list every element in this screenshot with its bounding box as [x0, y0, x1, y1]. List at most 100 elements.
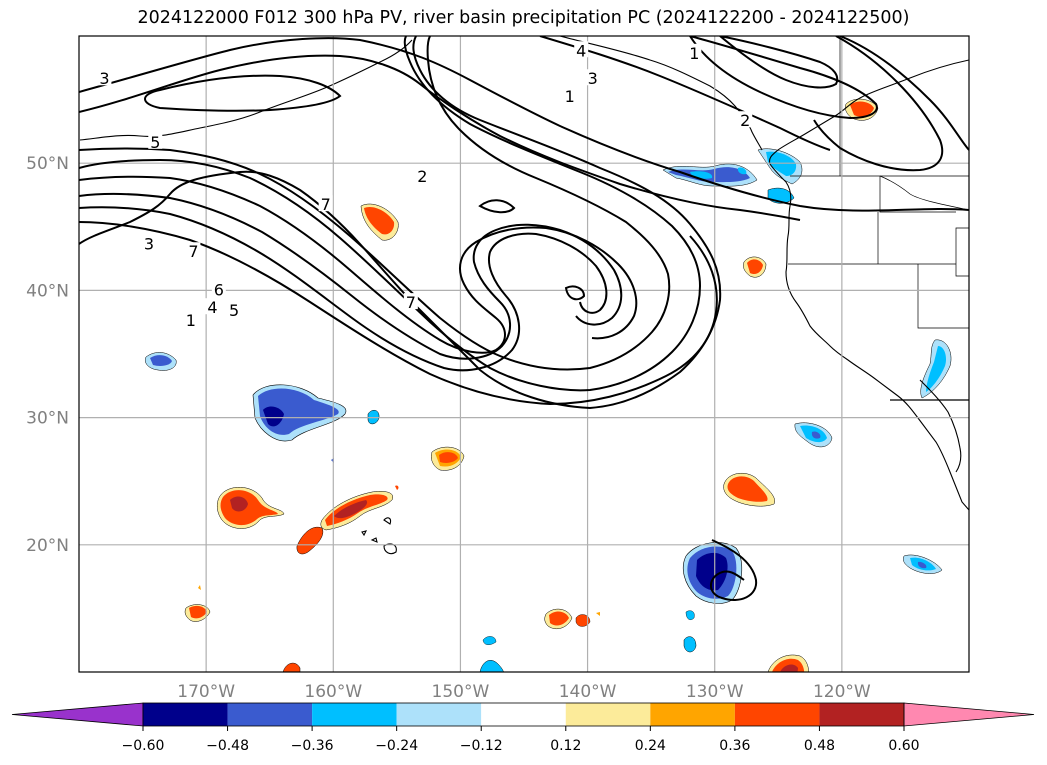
negative-anomaly-region: [662, 163, 758, 187]
contour-label-background: [562, 87, 577, 104]
pv-contour-layer: [79, 36, 969, 601]
colorbar-segment: [565, 703, 651, 726]
positive-anomaly-region: [767, 654, 809, 672]
contour-label-background: [585, 69, 600, 86]
contour-label-background: [0, 92, 10, 108]
colorbar-segment: [143, 703, 228, 726]
latitude-label: 50°N: [26, 154, 69, 174]
contour-label-background: [318, 195, 333, 212]
pv-contour: [539, 36, 831, 151]
coastline-west-coast: [768, 59, 969, 511]
pv-contour: [839, 36, 969, 151]
border-state: [917, 264, 969, 329]
contour-label-background: [687, 43, 702, 60]
pv-contour-label: 3: [99, 69, 109, 88]
longitude-label: 140°W: [559, 682, 617, 702]
negative-anomaly-region: [685, 610, 695, 620]
negative-anomaly-region: [145, 352, 177, 371]
contour-label-background: [186, 242, 201, 259]
positive-anomaly-region: [296, 485, 399, 555]
negative-anomaly-region: [794, 422, 833, 448]
positive-anomaly-region: [723, 472, 775, 507]
colorbar-tick-label: −0.48: [206, 738, 249, 754]
contour-label-background: [738, 111, 753, 128]
pv-contour-label: 4: [207, 298, 217, 317]
pv-contour-label: 4: [576, 41, 586, 60]
negative-anomaly-region: [482, 636, 497, 645]
colorbar-segment: [312, 703, 397, 726]
colorbar-segment: [819, 703, 904, 726]
positive-anomaly-region: [282, 662, 301, 672]
pv-contour-label: 7: [188, 242, 198, 261]
colorbar-frame: [142, 702, 905, 727]
border-state: [955, 227, 969, 277]
negative-anomaly-region: [903, 554, 943, 574]
pv-contour-label: 3: [588, 69, 598, 88]
colorbar-segment: [650, 703, 735, 726]
colorbar-tick-label: −0.36: [291, 738, 334, 754]
map-title: 2024122000 F012 300 hPa PV, river basin …: [137, 8, 910, 28]
latitude-label: 40°N: [26, 281, 69, 301]
contour-label-background: [415, 167, 430, 184]
border-state: [879, 175, 969, 211]
contour-label-background: [403, 293, 418, 310]
pv-contour: [813, 36, 944, 172]
contour-label-background: [141, 234, 156, 251]
negative-anomaly-region: [683, 636, 697, 653]
pv-contour: [710, 539, 758, 601]
longitude-labels: 170°W 160°W 150°W 140°W 130°W 120°W: [177, 682, 871, 702]
pv-contour: [719, 36, 839, 89]
positive-anomaly-region: [217, 487, 285, 529]
coastline-aleutians: [79, 39, 413, 141]
colorbar-tick-label: 0.48: [804, 738, 835, 754]
colorbar-segment: [227, 703, 313, 726]
pv-contour-label: 1: [689, 44, 699, 63]
pv-contour-label: 2: [740, 111, 750, 130]
latitude-label: 20°N: [26, 536, 69, 556]
negative-anomaly-region: [683, 542, 743, 604]
coastline-hawaii: [361, 517, 397, 555]
pv-contour-label: 3: [144, 235, 154, 254]
contour-label-background: [211, 280, 226, 297]
colorbar-segment: [396, 703, 482, 726]
positive-anomaly-region: [360, 203, 399, 241]
pv-contour-label: 2: [417, 167, 427, 186]
border-state: [879, 176, 956, 213]
pv-contour-label: 1: [565, 87, 575, 106]
pv-contour: [79, 206, 608, 372]
coastline-baja: [919, 379, 962, 473]
latitude-labels: 50°N 40°N 30°N 20°N: [26, 154, 69, 556]
colorbar-tick-label: 0.24: [635, 738, 666, 754]
contour-label-background: [97, 69, 112, 86]
colorbar-segment: [734, 703, 820, 726]
pv-contour: [144, 74, 342, 112]
pv-contour-label: 1: [186, 311, 196, 330]
contour-label-background: [227, 300, 242, 317]
longitude-label: 130°W: [686, 682, 744, 702]
coastline-layer: [79, 36, 969, 555]
colorbar-tick-label: 0.60: [888, 738, 919, 754]
colorbar-extend-low: [11, 702, 144, 727]
negative-anomaly-region: [479, 660, 504, 672]
negative-anomaly-region: [757, 148, 803, 185]
pv-contour: [564, 285, 586, 301]
pv-contour-label: 6: [214, 280, 224, 299]
pv-contour: [79, 36, 722, 410]
pv-contour-label: 5: [150, 133, 160, 152]
contour-label-background: [148, 132, 163, 149]
pv-contour-label: 7: [321, 195, 331, 214]
pv-contour-label: 5: [229, 301, 239, 320]
longitude-label: 150°W: [432, 682, 490, 702]
colorbar-extend-high: [903, 702, 1035, 727]
positive-anomaly-region: [431, 446, 465, 471]
colorbar: −0.60 −0.48 −0.36 −0.24 −0.12 0.12 0.24 0.36 0.4…: [11, 702, 1035, 754]
colorbar-tick-label: −0.24: [375, 738, 418, 754]
pv-contour: [478, 199, 516, 214]
contour-label-background: [574, 41, 589, 58]
pv-contour: [79, 37, 969, 212]
pv-contour: [79, 175, 638, 354]
precipitation-anomaly-layer: [145, 98, 952, 672]
pv-contour: [79, 54, 801, 221]
